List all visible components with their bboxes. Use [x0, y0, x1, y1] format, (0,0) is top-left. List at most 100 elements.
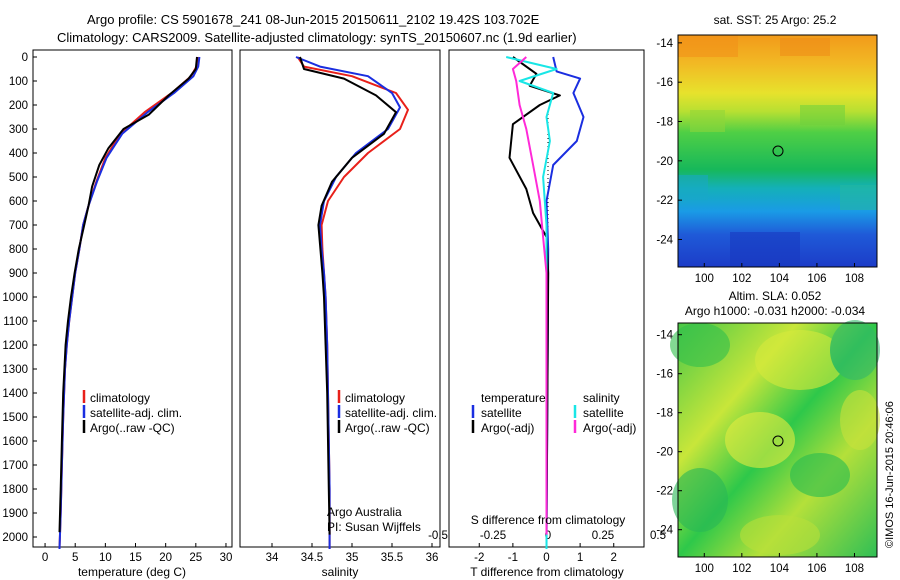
- header-line-1: Argo profile: CS 5901678_241 08-Jun-2015…: [87, 12, 540, 27]
- x-tick-label: 30: [220, 552, 233, 564]
- map-x-tick-label: 100: [695, 273, 714, 285]
- depth-tick-label: 700: [9, 220, 28, 232]
- s-diff-tick-label: -0.5: [428, 530, 448, 542]
- legend-satellite: satellite-adj. clim.: [345, 406, 437, 420]
- temperature-plot-frame: [32, 49, 233, 548]
- s-diff-tick-label: 0.25: [592, 530, 614, 542]
- x-tick-label: 20: [159, 552, 172, 564]
- depth-tick-label: 900: [9, 268, 28, 280]
- map-y-tick-label: -22: [656, 486, 673, 498]
- salinity-series: [295, 56, 409, 549]
- map-x-tick-label: 104: [770, 563, 790, 575]
- legend-argo: Argo(..raw -QC): [345, 421, 430, 435]
- depth-tick-label: 1500: [2, 412, 28, 424]
- salinity-legend: climatology satellite-adj. clim. Argo(..…: [337, 390, 437, 435]
- temperature-panel: 0100200300400500600700800900100011001200…: [2, 49, 233, 579]
- map-y-tick-label: -20: [656, 156, 673, 168]
- map-x-tick-label: 106: [807, 273, 826, 285]
- map-y-tick-label: -18: [656, 117, 673, 129]
- depth-tick-label: 1100: [3, 316, 28, 328]
- x-tick-label: 25: [189, 552, 202, 564]
- x-tick-label: 34: [266, 552, 279, 564]
- x-tick-label: 15: [129, 552, 142, 564]
- depth-axis-ticks: 0 100 200 300 400 500 600 700 800 900 1000 1100 1200…: [2, 52, 37, 544]
- sla-map-ticks: 100 102 104 106 108 -14 -16 -18 -20 -22 -24: [656, 330, 864, 575]
- map-y-tick-label: -24: [656, 234, 673, 246]
- header-line-2: Climatology: CARS2009. Satellite-adjuste…: [57, 30, 577, 45]
- sst-heatmap: [678, 35, 877, 267]
- map-y-tick-label: -24: [656, 525, 673, 537]
- temperature-axis-ticks: 0 5 10 15 20 25 30: [42, 543, 233, 564]
- difference-series: [505, 56, 585, 550]
- sst-heatmap-texture: [678, 35, 877, 267]
- depth-tick-label: 200: [9, 100, 28, 112]
- legend-t-argo: Argo(-adj): [481, 421, 534, 435]
- salinity-axis-ticks: 34 34.5 35 35.5 36: [266, 543, 439, 564]
- legend-header-temperature: temperature: [481, 391, 546, 405]
- s-diff-tick-label: -0.25: [480, 530, 506, 542]
- legend-climatology: climatology: [345, 391, 405, 405]
- depth-tick-label: 300: [9, 124, 28, 136]
- sst-argo-location-marker: [772, 145, 784, 157]
- map-y-tick-label: -14: [656, 38, 673, 50]
- x-tick-label: 2: [611, 552, 617, 564]
- map-x-tick-label: 102: [732, 563, 751, 575]
- x-tick-label: 5: [72, 552, 78, 564]
- map-x-tick-label: 108: [845, 563, 864, 575]
- depth-tick-label: 500: [9, 172, 28, 184]
- x-tick-label: 34.5: [301, 552, 323, 564]
- depth-tick-label: 1400: [2, 388, 28, 400]
- map-y-tick-label: -14: [656, 330, 673, 342]
- legend-argo: Argo(..raw -QC): [90, 421, 175, 435]
- map-y-tick-label: -22: [656, 195, 673, 207]
- map-x-tick-label: 100: [695, 563, 714, 575]
- salinity-annotation-2: PI: Susan Wijffels: [327, 520, 421, 534]
- map-y-tick-label: -16: [656, 369, 673, 381]
- x-tick-label: 1: [577, 552, 583, 564]
- series-line-s-argo-adj-: [511, 56, 548, 535]
- depth-tick-label: 400: [9, 148, 28, 160]
- s-diff-tick-label: 0: [545, 530, 551, 542]
- temperature-xlabel: temperature (deg C): [78, 565, 186, 579]
- depth-tick-label: 1300: [2, 364, 28, 376]
- x-tick-label: 10: [99, 552, 112, 564]
- depth-tick-label: 0: [22, 52, 28, 64]
- legend-header-salinity: salinity: [583, 391, 620, 405]
- series-line-s-satellite: [505, 56, 558, 549]
- sla-map-panel: Altim. SLA: 0.052 Argo h1000: -0.031 h20…: [656, 289, 880, 575]
- depth-tick-label: 1800: [2, 484, 28, 496]
- depth-tick-label: 2000: [2, 532, 28, 544]
- difference-panel: -2 -1 0 1 2 -0.5 -0.25 0 0.25 0.5 T difference f…: [428, 49, 666, 579]
- x-tick-label: 36: [426, 552, 439, 564]
- x-tick-label: 35: [346, 552, 359, 564]
- difference-legend: temperature salinity satellite Argo(-adj…: [471, 391, 636, 435]
- legend-t-satellite: satellite: [481, 406, 522, 420]
- temperature-legend: climatology satellite-adj. clim. Argo(..…: [82, 390, 182, 435]
- sst-map-title: sat. SST: 25 Argo: 25.2: [714, 13, 837, 27]
- salinity-plot-frame: [239, 49, 441, 548]
- depth-tick-label: 1600: [2, 436, 28, 448]
- imos-credit: ©IMOS 16-Jun-2015 20:46:06: [884, 401, 896, 548]
- t-difference-axis-ticks: -2 -1 0 1 2: [474, 543, 617, 564]
- x-tick-label: -2: [474, 552, 484, 564]
- x-tick-label: 0: [543, 552, 549, 564]
- map-y-tick-label: -20: [656, 447, 673, 459]
- t-difference-xlabel: T difference from climatology: [470, 565, 624, 579]
- x-tick-label: 35.5: [381, 552, 403, 564]
- depth-tick-label: 1200: [2, 340, 28, 352]
- temperature-series: [58, 56, 201, 550]
- depth-tick-label: 600: [9, 196, 28, 208]
- sla-map-title: Altim. SLA: 0.052: [729, 289, 822, 303]
- legend-s-argo: Argo(-adj): [583, 421, 636, 435]
- s-difference-axis-ticks: -0.5 -0.25 0 0.25 0.5: [428, 530, 666, 542]
- sst-map-ticks: 100 102 104 106 108 -14 -16 -18 -20 -22 -24: [656, 38, 864, 285]
- legend-climatology: climatology: [90, 391, 150, 405]
- s-difference-xlabel: S difference from climatology: [471, 513, 626, 527]
- x-tick-label: -1: [508, 552, 518, 564]
- depth-tick-label: 100: [9, 76, 28, 88]
- legend-satellite: satellite-adj. clim.: [90, 406, 182, 420]
- depth-tick-label: 1700: [2, 460, 28, 472]
- x-tick-label: 0: [42, 552, 48, 564]
- sla-argo-location-marker: [772, 435, 784, 447]
